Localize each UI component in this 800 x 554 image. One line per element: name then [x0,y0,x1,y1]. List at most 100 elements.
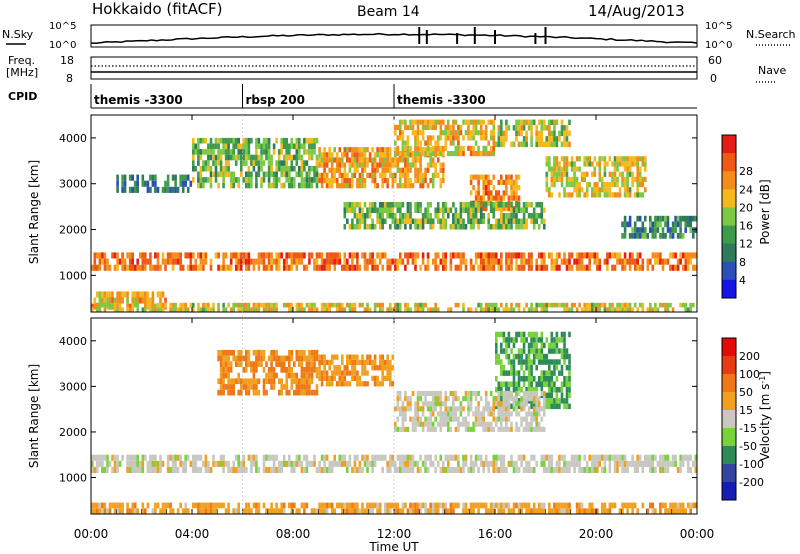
heatmap-cell [353,207,357,213]
heatmap-cell [282,264,286,271]
heatmap-cell [421,172,425,178]
heatmap-cell [436,460,440,467]
heatmap-cell [426,140,430,146]
heatmap-cell [341,460,344,467]
heatmap-cell [209,508,213,514]
heatmap-cell [396,183,400,189]
heatmap-cell [414,252,417,259]
velocity-cells [91,331,698,514]
heatmap-cell [512,218,516,224]
heatmap-cell [343,508,347,514]
heatmap-cell [305,372,309,379]
heatmap-cell [293,378,296,385]
heatmap-cell [285,149,288,155]
heatmap-cell [217,143,220,150]
heatmap-cell [358,202,362,208]
heatmap-cell [563,508,566,514]
heatmap-cell [621,466,624,473]
heatmap-cell [469,213,473,219]
heatmap-cell [537,141,541,148]
heatmap-cell [454,454,458,461]
heatmap-cell [447,207,450,213]
heatmap-cell [325,375,329,381]
heatmap-cell [510,174,513,180]
heatmap-cell [409,508,412,514]
heatmap-cell [633,258,637,265]
heatmap-cell [414,167,417,173]
heatmap-cell [313,177,316,183]
heatmap-cell [298,460,301,467]
heatmap-cell [505,206,508,212]
heatmap-cell [257,389,261,396]
heatmap-cell [535,141,538,148]
heatmap-cell [416,224,420,230]
heatmap-cell [131,264,134,271]
heatmap-cell [118,502,122,509]
heatmap-cell [389,147,392,153]
heatmap-cell [505,179,508,185]
heatmap-cell [550,337,554,343]
heatmap-cell [618,307,622,312]
heatmap-cell [416,157,420,163]
heatmap-cell [391,354,395,360]
heatmap-cell [545,176,549,182]
heatmap-cell [164,186,167,193]
heatmap-cell [295,302,299,308]
heatmap-cell [545,302,549,308]
heatmap-cell [295,252,299,259]
heatmap-cell [300,143,304,150]
heatmap-cell [356,167,359,173]
heatmap-cell [457,416,460,422]
heatmap-cell [505,342,508,349]
heatmap-cell [638,215,642,222]
heatmap-cell [495,353,498,360]
heatmap-cell [186,307,190,312]
heatmap-cell [341,152,344,158]
heatmap-cell [343,454,347,461]
heatmap-cell [638,252,642,259]
heatmap-cell [421,151,425,157]
heatmap-cell [118,291,122,298]
heatmap-cell [406,307,410,312]
heatmap-cell [222,264,225,271]
freq-label-2: [MHz] [6,66,38,79]
heatmap-cell [164,302,167,308]
heatmap-cell [136,460,139,467]
heatmap-cell [459,124,463,130]
heatmap-cell [537,421,541,427]
heatmap-cell [447,426,450,432]
heatmap-cell [101,302,104,308]
heatmap-cell [300,154,304,161]
heatmap-cell [479,454,483,461]
heatmap-cell [391,381,395,387]
heatmap-cell [664,221,667,228]
heatmap-cell [366,162,369,168]
heatmap-cell [548,302,551,308]
heatmap-cell [396,207,400,213]
heatmap-cell [300,307,304,312]
heatmap-cell [141,297,145,304]
heatmap-cell [288,389,291,396]
heatmap-cell [285,258,288,265]
heatmap-cell [348,454,352,461]
heatmap-cell [288,177,291,183]
heatmap-cell [192,252,195,259]
heatmap-cell [434,502,437,509]
heatmap-cell [237,460,240,467]
heatmap-cell [426,218,430,224]
heatmap-cell [517,174,521,180]
heatmap-cell [510,218,513,224]
heatmap-cell [659,221,662,228]
heatmap-cell [525,421,528,427]
heatmap-cell [118,303,122,310]
colorbar-tick-label: -15 [739,422,757,435]
heatmap-cell [507,258,511,265]
heatmap-cell [492,454,496,461]
heatmap-cell [192,460,195,467]
heatmap-cell [558,398,561,404]
heatmap-cell [335,307,339,312]
heatmap-cell [126,466,129,473]
heatmap-cell [159,307,162,312]
heatmap-cell [245,367,248,373]
heatmap-cell [411,183,415,189]
